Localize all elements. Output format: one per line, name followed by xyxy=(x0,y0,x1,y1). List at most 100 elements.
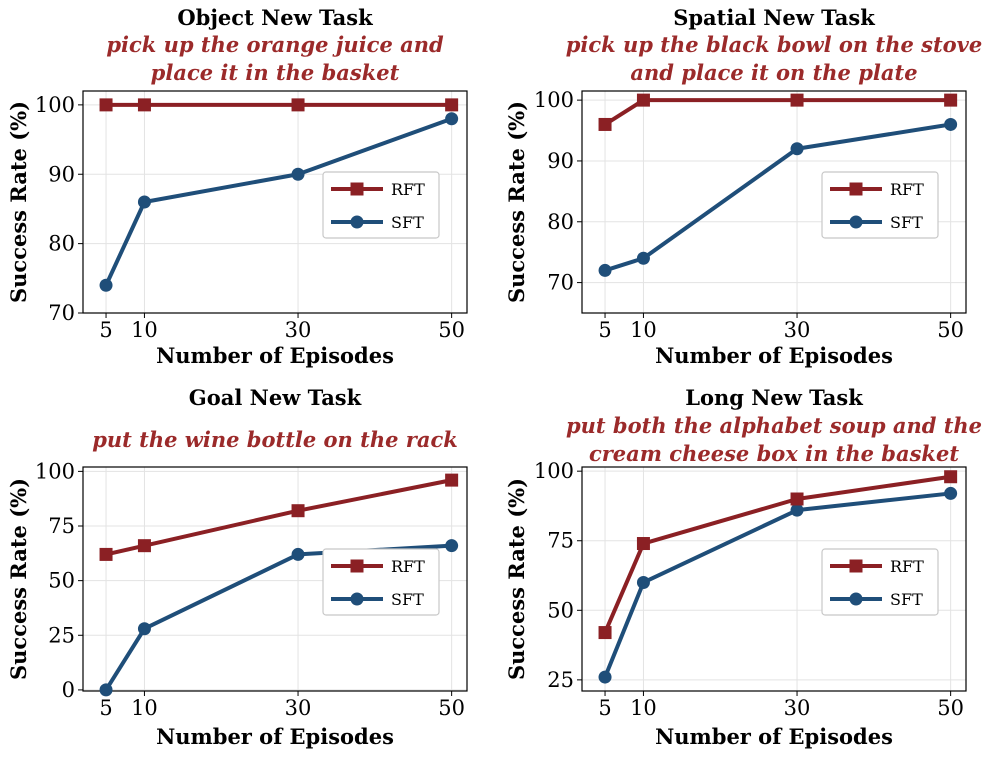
legend-label-rft: RFT xyxy=(890,180,924,199)
series-line-rft xyxy=(603,474,953,635)
legend-marker-rft xyxy=(849,559,863,573)
chart-subtitle-line: pick up the orange juice and xyxy=(106,32,444,57)
y-axis-label: Success Rate (%) xyxy=(6,478,31,680)
data-point-rft xyxy=(99,98,113,112)
y-tick-label: 90 xyxy=(547,149,574,173)
data-point-sft xyxy=(636,575,650,589)
x-tick-label: 5 xyxy=(99,696,112,720)
data-point-rft xyxy=(445,473,459,487)
chart-title: Spatial New Task xyxy=(673,5,875,30)
panel-long: 5 10 30 50 25 50 75 100 Long New Task put both th… xyxy=(504,385,982,749)
data-point-rft xyxy=(99,547,113,561)
x-tick-label: 10 xyxy=(131,696,158,720)
y-tick-label: 75 xyxy=(48,514,75,538)
chart-subtitle-line: and place it on the plate xyxy=(630,60,917,85)
y-tick-label: 80 xyxy=(547,210,574,234)
legend: RFT SFT xyxy=(821,548,939,616)
data-point-rft xyxy=(598,626,612,640)
legend-label-sft: SFT xyxy=(391,213,424,232)
data-point-sft xyxy=(598,670,612,684)
chart-subtitle-line: put the wine bottle on the rack xyxy=(92,427,458,452)
y-tick-label: 0 xyxy=(62,678,75,702)
data-point-rft xyxy=(291,504,305,518)
legend-marker-sft xyxy=(350,215,364,229)
x-tick-label: 30 xyxy=(285,318,312,342)
x-tick-label: 50 xyxy=(438,318,465,342)
x-tick-label: 5 xyxy=(598,696,611,720)
legend-marker-rft xyxy=(350,182,364,196)
legend: RFT SFT xyxy=(821,171,939,239)
data-point-rft xyxy=(636,537,650,551)
series-line-sft xyxy=(603,122,953,273)
x-tick-label: 5 xyxy=(99,318,112,342)
data-point-rft xyxy=(944,93,958,107)
y-tick-label: 50 xyxy=(48,569,75,593)
legend-label-sft: SFT xyxy=(890,590,923,609)
x-tick-label: 5 xyxy=(598,318,611,342)
data-point-sft xyxy=(291,547,305,561)
y-tick-label: 90 xyxy=(48,162,75,186)
y-tick-label: 25 xyxy=(48,623,75,647)
panel-goal: 5 10 30 50 0 25 50 75 100 Goal New Task put the wi… xyxy=(6,385,468,749)
chart-subtitle-line: put both the alphabet soup and the xyxy=(566,413,982,438)
legend-marker-sft xyxy=(849,215,863,229)
y-axis-label: Success Rate (%) xyxy=(504,101,529,303)
legend-label-rft: RFT xyxy=(890,557,924,576)
data-point-rft xyxy=(291,98,305,112)
data-point-sft xyxy=(445,112,459,126)
y-tick-label: 100 xyxy=(35,93,75,117)
data-point-rft xyxy=(137,539,151,553)
plot-frame xyxy=(82,90,468,314)
data-point-sft xyxy=(137,195,151,209)
data-point-rft xyxy=(636,93,650,107)
y-tick-label: 70 xyxy=(48,301,75,325)
y-tick-label: 100 xyxy=(534,88,574,112)
data-point-sft xyxy=(137,622,151,636)
legend-marker-sft xyxy=(350,592,364,606)
chart-subtitle-line: pick up the black bowl on the stove xyxy=(566,32,983,57)
data-point-sft xyxy=(291,167,305,181)
data-point-sft xyxy=(99,278,113,292)
data-point-sft xyxy=(790,503,804,517)
series-line-rft xyxy=(603,98,953,127)
legend-marker-sft xyxy=(849,592,863,606)
data-point-rft xyxy=(137,98,151,112)
data-point-rft xyxy=(445,98,459,112)
legend-label-rft: RFT xyxy=(391,180,425,199)
legend-label-sft: SFT xyxy=(391,590,424,609)
y-axis-label: Success Rate (%) xyxy=(504,478,529,680)
y-tick-label: 100 xyxy=(534,459,574,483)
series-line-sft xyxy=(603,491,953,680)
data-point-rft xyxy=(944,470,958,484)
data-point-sft xyxy=(944,117,958,131)
legend-label-sft: SFT xyxy=(890,213,923,232)
x-tick-label: 30 xyxy=(285,696,312,720)
x-tick-label: 50 xyxy=(438,696,465,720)
data-point-sft xyxy=(99,683,113,697)
y-tick-label: 50 xyxy=(547,598,574,622)
data-point-sft xyxy=(944,486,958,500)
x-axis-label: Number of Episodes xyxy=(156,724,394,749)
x-tick-label: 50 xyxy=(937,318,964,342)
y-tick-label: 25 xyxy=(547,668,574,692)
data-point-sft xyxy=(790,142,804,156)
data-point-sft xyxy=(445,539,459,553)
x-tick-label: 10 xyxy=(131,318,158,342)
y-tick-label: 80 xyxy=(48,232,75,256)
plot-frame xyxy=(581,90,967,314)
y-tick-label: 75 xyxy=(547,529,574,553)
x-tick-label: 30 xyxy=(784,696,811,720)
chart-title: Long New Task xyxy=(685,385,863,410)
y-tick-label: 70 xyxy=(547,271,574,295)
y-axis-label: Success Rate (%) xyxy=(6,101,31,303)
series-line-rft xyxy=(104,478,454,557)
data-point-rft xyxy=(790,93,804,107)
x-tick-label: 10 xyxy=(630,318,657,342)
legend-label-rft: RFT xyxy=(391,557,425,576)
legend: RFT SFT xyxy=(322,171,440,239)
x-axis-label: Number of Episodes xyxy=(655,724,893,749)
legend: RFT SFT xyxy=(322,548,440,616)
